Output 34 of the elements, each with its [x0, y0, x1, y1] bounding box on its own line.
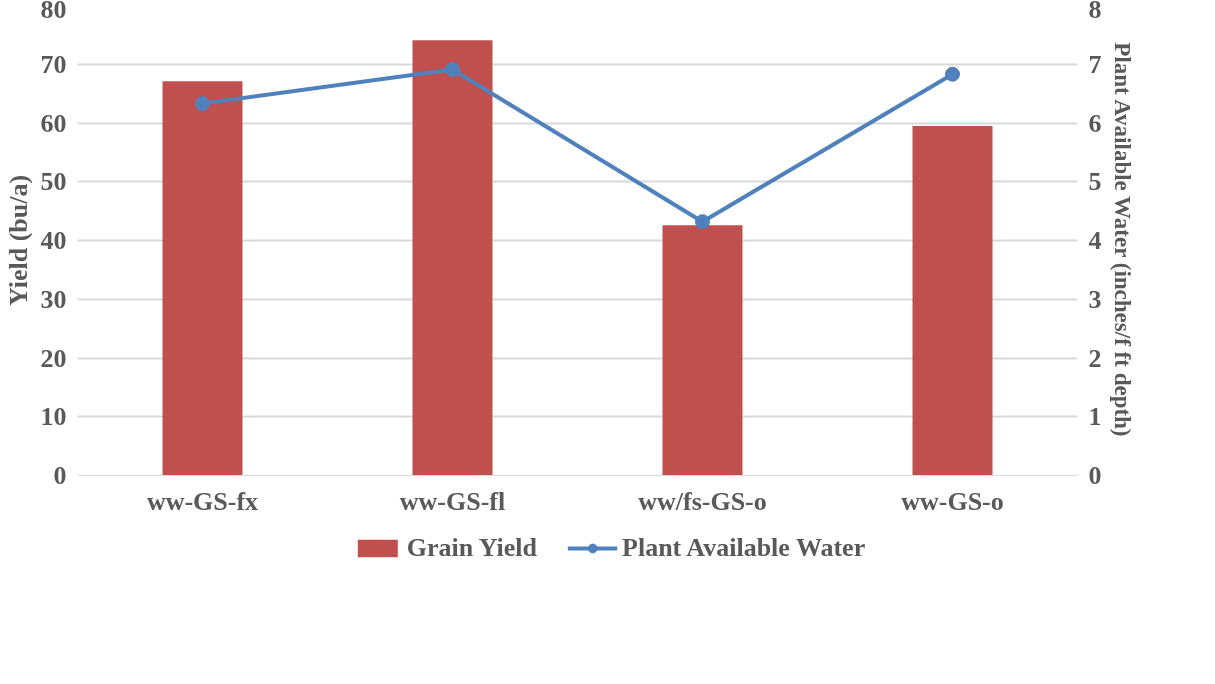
- bar: [412, 40, 493, 476]
- y-axis-title: Yield (bu/a): [3, 174, 33, 307]
- legend-label: Grain Yield: [406, 533, 538, 563]
- y2-tick-label: 6: [1088, 108, 1102, 138]
- y-tick-label: 10: [40, 402, 67, 432]
- point: [445, 62, 460, 78]
- x-tick-label: ww-GS-fx: [146, 486, 259, 516]
- point: [195, 96, 210, 112]
- point: [945, 66, 960, 82]
- y2-tick-label: 3: [1088, 284, 1102, 314]
- legend-label: Plant Available Water: [622, 533, 866, 563]
- y-tick-label: 40: [40, 226, 67, 255]
- y-tick-label: 60: [40, 108, 67, 138]
- y2-axis-title: Plant Available Water (inches/f ft depth): [1109, 42, 1135, 437]
- y2-tick-label: 4: [1088, 226, 1102, 255]
- y2-tick-label: 8: [1088, 0, 1102, 24]
- y2-tick-label: 2: [1088, 343, 1102, 373]
- y-tick-label: 0: [53, 461, 67, 490]
- y-tick-label: 30: [40, 284, 67, 314]
- y2-tick-label: 1: [1088, 402, 1102, 432]
- y2-tick-label: 0: [1088, 461, 1102, 490]
- bar: [912, 125, 993, 476]
- x-tick-label: ww-GS-fl: [399, 486, 506, 516]
- y2-tick-label: 7: [1088, 49, 1102, 79]
- bar: [162, 81, 243, 476]
- x-tick-label: ww-GS-o: [901, 486, 1004, 516]
- y-tick-label: 70: [40, 49, 67, 79]
- y2-tick-label: 5: [1088, 167, 1102, 197]
- bar: [662, 225, 743, 476]
- point: [695, 214, 710, 230]
- y-tick-label: 80: [40, 0, 67, 24]
- x-tick-label: ww/fs-GS-o: [638, 486, 767, 516]
- y-tick-label: 50: [40, 167, 67, 197]
- y-tick-label: 20: [40, 343, 67, 373]
